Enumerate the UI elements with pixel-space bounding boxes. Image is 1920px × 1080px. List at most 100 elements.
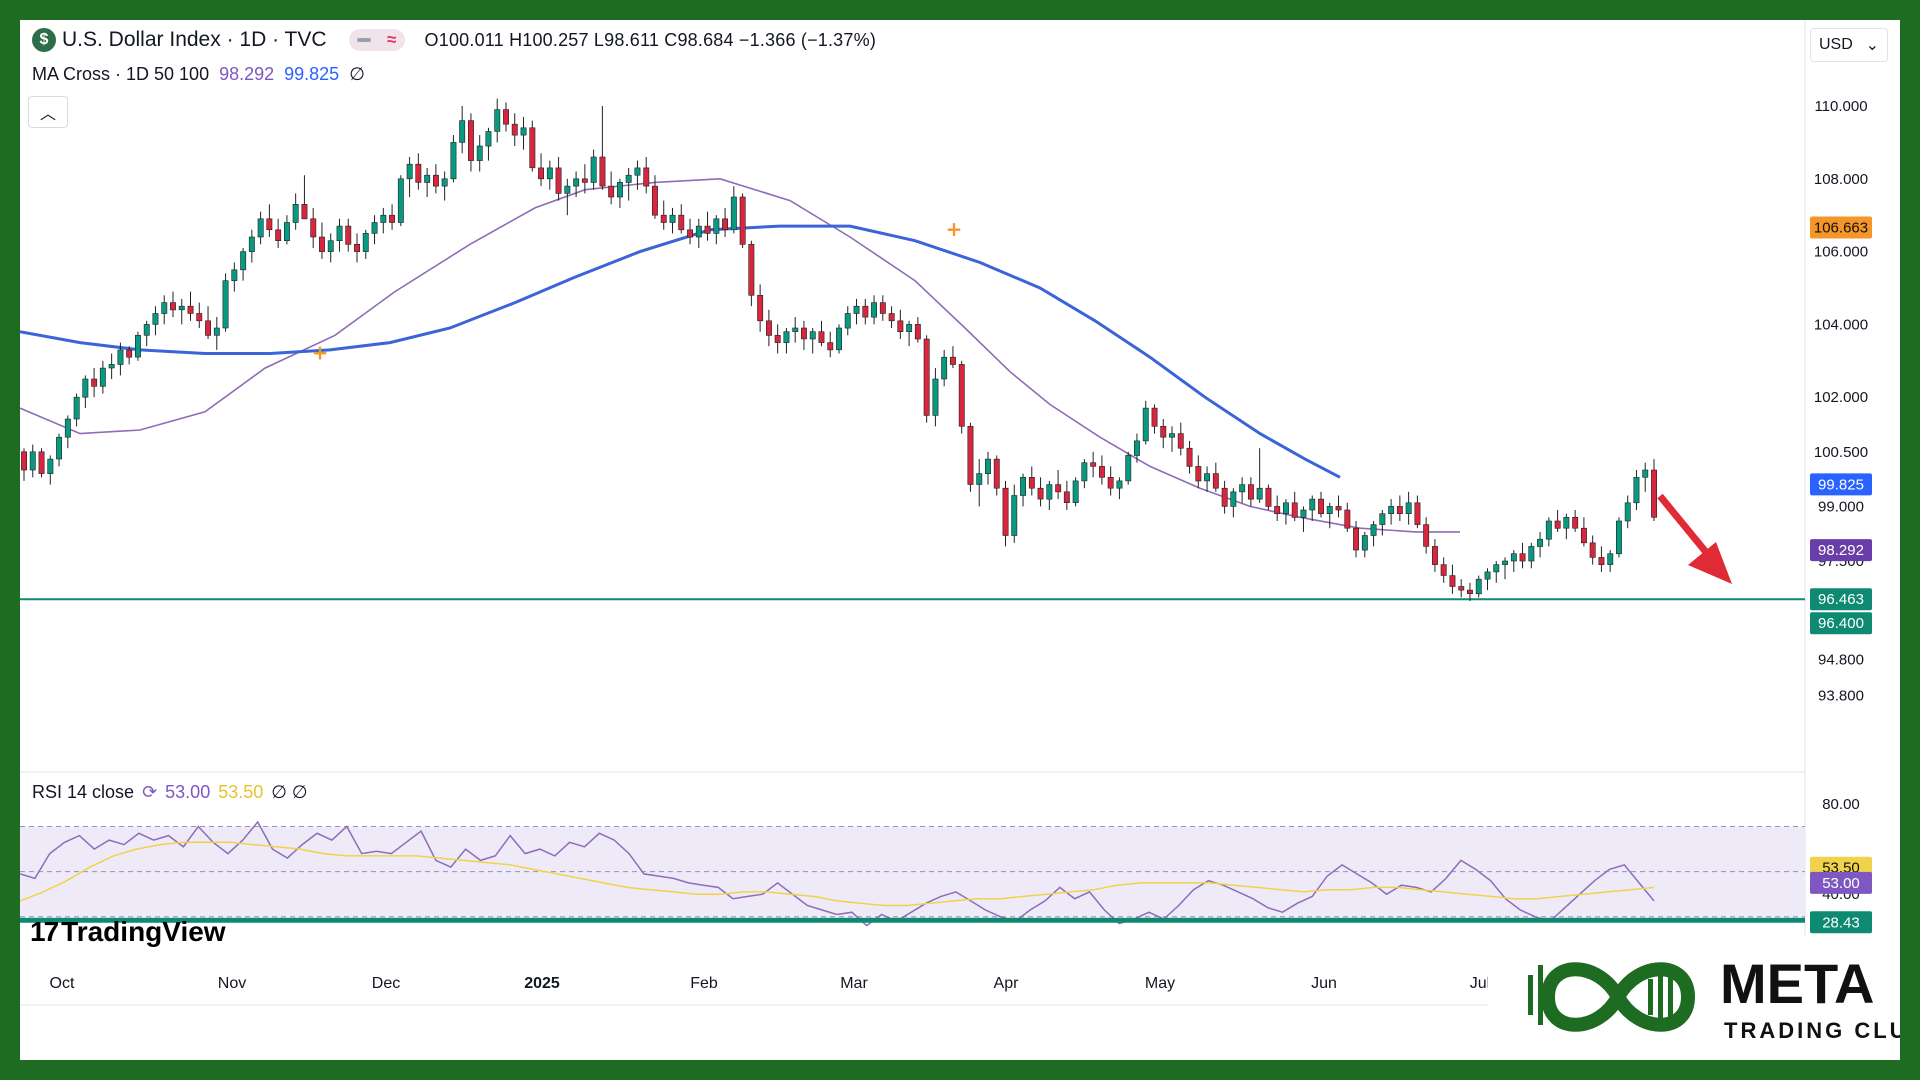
candle bbox=[476, 145, 483, 161]
candle bbox=[774, 334, 781, 343]
candle bbox=[135, 334, 141, 358]
price-tick-label: 94.800 bbox=[1818, 651, 1864, 668]
candle bbox=[1318, 498, 1325, 515]
candle bbox=[1116, 480, 1123, 489]
candle bbox=[38, 451, 45, 474]
candle bbox=[345, 225, 352, 245]
candle bbox=[1169, 433, 1176, 438]
symbol-title[interactable]: U.S. Dollar Index · 1D · TVC bbox=[62, 28, 327, 51]
arrow-shaft bbox=[1657, 493, 1713, 560]
candle bbox=[21, 451, 28, 471]
candle bbox=[99, 367, 106, 387]
candle bbox=[1458, 586, 1465, 591]
candle bbox=[1195, 466, 1202, 482]
candle bbox=[757, 294, 764, 322]
candle bbox=[844, 313, 851, 329]
candle bbox=[1519, 553, 1526, 562]
candle bbox=[1624, 502, 1631, 522]
candle bbox=[713, 218, 720, 234]
price-label-support2: 96.400 bbox=[1818, 615, 1864, 632]
candle bbox=[354, 244, 360, 252]
time-tick-label: Mar bbox=[840, 975, 868, 992]
candle bbox=[161, 302, 168, 314]
candle bbox=[1274, 506, 1281, 514]
meta-trading-club-logo: META TRADING CLUB bbox=[1528, 952, 1900, 1043]
ma-cross-legend[interactable]: MA Cross · 1D 50 100 98.292 99.825 ∅ bbox=[32, 64, 365, 85]
price-chart[interactable]: + +110.000 108.000 106.000 104.000 102.000 100… bbox=[20, 20, 1900, 1060]
refresh-icon[interactable]: ⟳ bbox=[142, 782, 158, 802]
candle bbox=[1344, 509, 1351, 529]
ma-cross-label: MA Cross · 1D 50 100 bbox=[32, 64, 210, 84]
ma-cross-marker: + bbox=[946, 217, 963, 241]
candle bbox=[1107, 476, 1114, 489]
chart-style-toggle[interactable]: ≈ bbox=[348, 29, 405, 51]
candle bbox=[1063, 491, 1070, 503]
symbol-header[interactable]: $ U.S. Dollar Index · 1D · TVC ≈ O100.01… bbox=[32, 28, 876, 52]
candle bbox=[809, 331, 816, 340]
candle bbox=[91, 378, 98, 387]
price-tick-label: 99.000 bbox=[1818, 498, 1864, 515]
candle bbox=[967, 425, 974, 485]
candle bbox=[362, 233, 369, 252]
candle bbox=[450, 142, 457, 180]
candle bbox=[432, 174, 439, 187]
time-tick-label: Nov bbox=[218, 975, 246, 992]
rsi-value: 53.00 bbox=[165, 782, 211, 802]
rsi-legend[interactable]: RSI 14 close ⟳ 53.00 53.50 ∅ ∅ bbox=[32, 782, 308, 803]
candle bbox=[923, 338, 930, 416]
candle bbox=[897, 320, 904, 332]
candle bbox=[213, 327, 220, 336]
candle bbox=[984, 458, 991, 475]
tradingview-wordmark: TradingView bbox=[61, 916, 226, 947]
ma-extra: ∅ bbox=[349, 64, 365, 84]
price-label-cross: 106.663 bbox=[1814, 219, 1868, 236]
logo-bar-2 bbox=[1538, 965, 1543, 1025]
rsi-tick-80: 80.00 bbox=[1822, 796, 1860, 813]
candle bbox=[389, 214, 395, 223]
candle bbox=[616, 182, 623, 198]
price-tick-label: 106.000 bbox=[1814, 244, 1868, 261]
candle bbox=[1151, 407, 1158, 427]
candle bbox=[1405, 502, 1412, 514]
candle bbox=[301, 204, 308, 220]
candle bbox=[958, 364, 965, 427]
collapse-legend-button[interactable]: ︿ bbox=[28, 96, 68, 128]
candle bbox=[1230, 491, 1237, 507]
rsi-label: RSI 14 close bbox=[32, 782, 135, 802]
candle bbox=[687, 229, 694, 238]
candle bbox=[862, 305, 869, 318]
candle bbox=[257, 218, 264, 238]
currency-select[interactable]: USD ⌄ bbox=[1810, 28, 1888, 62]
candle bbox=[152, 313, 159, 325]
ohlc-readout: O100.011 H100.257 L98.611 C98.684 −1.366… bbox=[424, 29, 877, 50]
candle bbox=[1493, 564, 1500, 573]
candle bbox=[827, 342, 834, 351]
candle bbox=[318, 236, 325, 252]
candle bbox=[205, 320, 211, 336]
candle bbox=[1572, 516, 1579, 529]
candle bbox=[1300, 509, 1307, 518]
candle bbox=[275, 229, 282, 242]
infinity-icon bbox=[1540, 962, 1696, 1032]
candle bbox=[1256, 487, 1263, 500]
price-tick-label: 100.500 bbox=[1814, 444, 1868, 461]
minus-icon bbox=[356, 38, 371, 42]
chevron-down-icon: ⌄ bbox=[1865, 37, 1879, 54]
candle bbox=[82, 378, 89, 398]
rsi-extra: ∅ ∅ bbox=[271, 782, 308, 802]
candle bbox=[1633, 476, 1640, 504]
candle bbox=[397, 178, 404, 223]
candle bbox=[546, 167, 553, 180]
candle bbox=[143, 324, 150, 336]
candle bbox=[1160, 425, 1167, 438]
candle bbox=[538, 167, 545, 180]
candle bbox=[336, 225, 343, 242]
candle bbox=[722, 218, 729, 231]
candle bbox=[170, 302, 176, 311]
time-tick-label: Dec bbox=[372, 975, 400, 992]
candle bbox=[126, 349, 133, 358]
candle bbox=[529, 127, 536, 169]
candle bbox=[1265, 487, 1272, 507]
candle bbox=[1072, 480, 1079, 503]
candle bbox=[56, 436, 63, 460]
